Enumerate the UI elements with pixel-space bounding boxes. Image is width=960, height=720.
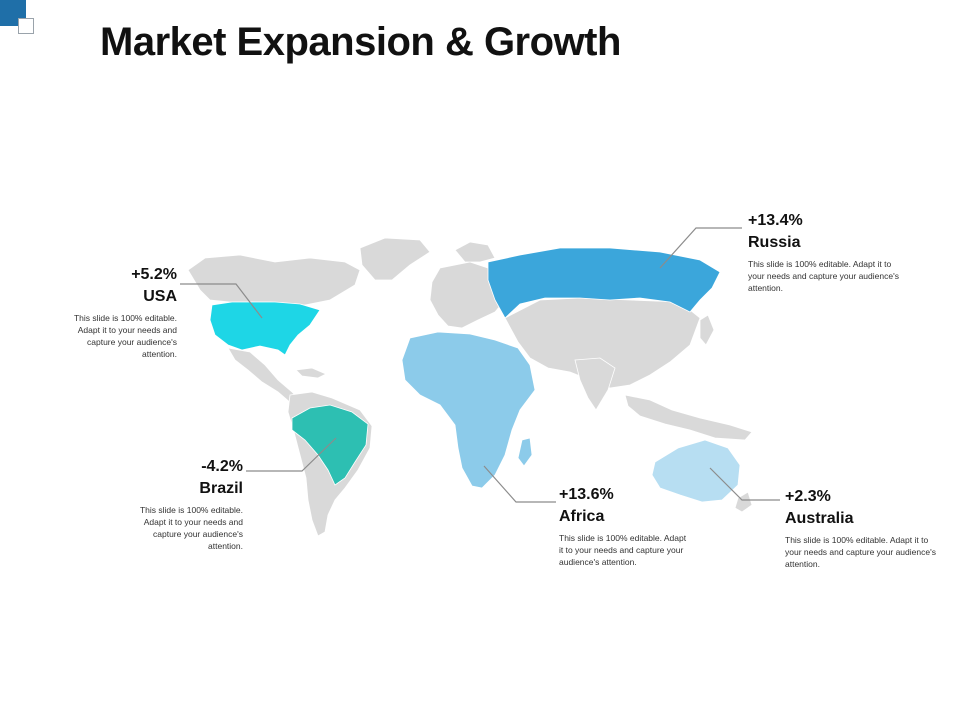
australia-leader-line xyxy=(709,467,780,501)
usa-name: USA xyxy=(143,288,177,305)
africa-region[interactable] xyxy=(401,331,536,489)
usa-leader-line xyxy=(180,283,263,319)
australia-change: +2.3% xyxy=(785,488,831,505)
corner-outline-square xyxy=(18,18,34,34)
land-central-america xyxy=(227,347,301,405)
land-new-zealand xyxy=(734,491,753,513)
usa-description: This slide is 100% editable. Adapt it to… xyxy=(73,313,177,359)
land-scandinavia xyxy=(454,241,496,263)
africa-callout: +13.6% Africa This slide is 100% editabl… xyxy=(559,484,689,568)
land-north-america xyxy=(187,254,361,306)
land-caribbean xyxy=(295,367,327,379)
russia-callout: +13.4% Russia This slide is 100% editabl… xyxy=(748,210,908,294)
australia-description: This slide is 100% editable. Adapt it to… xyxy=(785,535,936,569)
usa-change: +5.2% xyxy=(131,266,177,283)
land-base xyxy=(187,237,753,537)
brazil-change: -4.2% xyxy=(201,458,243,475)
australia-callout: +2.3% Australia This slide is 100% edita… xyxy=(785,486,940,570)
russia-name: Russia xyxy=(748,234,801,251)
usa-region[interactable] xyxy=(209,301,321,356)
leader-lines xyxy=(180,227,780,503)
page-title: Market Expansion & Growth xyxy=(100,20,621,64)
russia-description: This slide is 100% editable. Adapt it to… xyxy=(748,259,899,293)
africa-name: Africa xyxy=(559,508,605,525)
land-japan xyxy=(699,314,715,346)
africa-leader-line xyxy=(483,465,556,503)
australia-name: Australia xyxy=(785,510,854,527)
brazil-leader-line xyxy=(246,437,337,472)
brazil-callout: -4.2% Brazil This slide is 100% editable… xyxy=(118,456,243,552)
usa-callout: +5.2% USA This slide is 100% editable. A… xyxy=(52,264,177,360)
madagascar-region[interactable] xyxy=(517,437,533,467)
africa-change: +13.6% xyxy=(559,486,614,503)
brazil-description: This slide is 100% editable. Adapt it to… xyxy=(139,505,243,551)
africa-description: This slide is 100% editable. Adapt it to… xyxy=(559,533,687,567)
land-greenland xyxy=(359,237,431,281)
australia-region[interactable] xyxy=(651,439,741,503)
land-southeast-asia xyxy=(624,394,753,441)
land-india xyxy=(574,357,616,411)
russia-leader-line xyxy=(659,227,742,269)
brazil-name: Brazil xyxy=(199,480,243,497)
brazil-region[interactable] xyxy=(291,404,369,486)
russia-change: +13.4% xyxy=(748,212,803,229)
